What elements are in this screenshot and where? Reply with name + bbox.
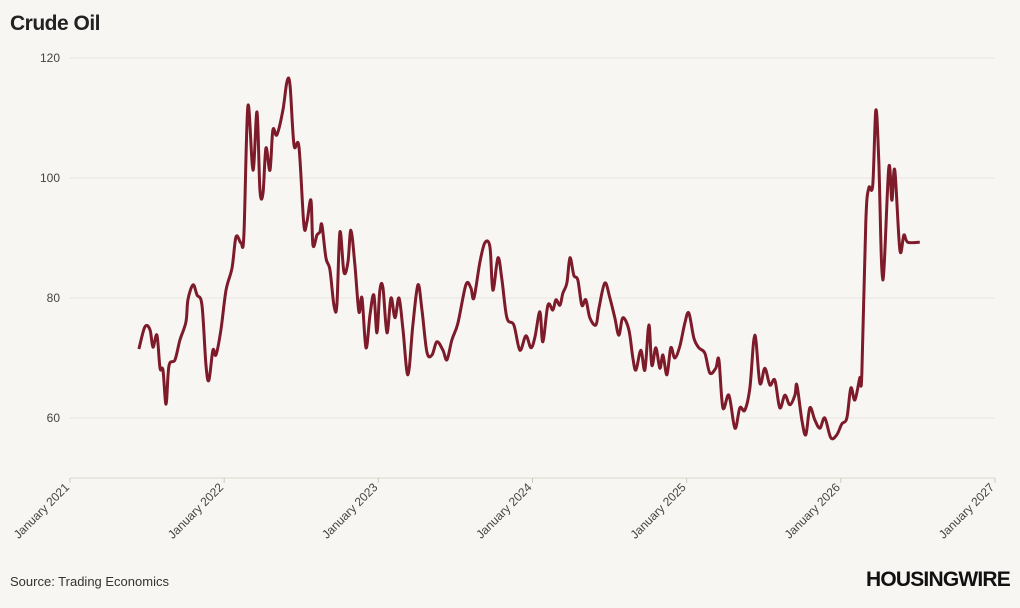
x-tick-label: January 2026 — [782, 480, 844, 542]
brand-logo: HOUSINGWIRE — [866, 568, 1011, 591]
x-tick-label: January 2023 — [319, 480, 381, 542]
x-tick-label: January 2021 — [11, 480, 73, 542]
y-tick-label: 100 — [40, 171, 60, 185]
chart-title: Crude Oil — [10, 12, 100, 35]
x-tick-label: January 2024 — [473, 480, 535, 542]
x-tick-label: January 2027 — [936, 480, 998, 542]
y-tick-label: 60 — [47, 411, 61, 425]
x-tick-label: January 2022 — [165, 480, 227, 542]
y-tick-label: 120 — [40, 51, 60, 65]
x-tick-label: January 2025 — [627, 480, 689, 542]
source-note: Source: Trading Economics — [10, 574, 169, 589]
data-line — [137, 76, 920, 441]
y-tick-label: 80 — [47, 291, 61, 305]
